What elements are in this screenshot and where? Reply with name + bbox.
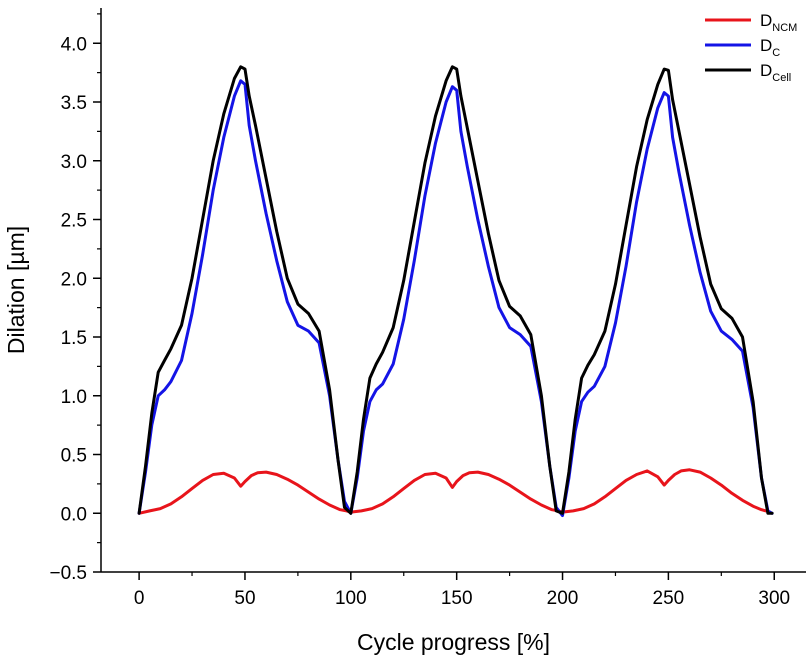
x-tick-label: 150 bbox=[441, 588, 473, 609]
y-tick-label: 3.5 bbox=[61, 93, 87, 114]
y-tick-label: −0.5 bbox=[49, 563, 87, 584]
x-axis-title: Cycle progress [%] bbox=[357, 629, 550, 655]
y-tick-label: 0.0 bbox=[61, 504, 87, 525]
legend-label-ncm: DNCM bbox=[760, 11, 797, 34]
x-tick-label: 100 bbox=[335, 588, 367, 609]
y-axis-title: Dilation [µm] bbox=[3, 226, 29, 354]
y-tick-label: 0.5 bbox=[61, 446, 87, 467]
axes: 0 50 100 150 200 250 300 −0.5 0.0 0.5 1.0 1.5 2.0 2.5… bbox=[49, 8, 806, 609]
x-tick-label: 0 bbox=[134, 588, 145, 609]
y-tick-label: 1.5 bbox=[61, 328, 87, 349]
series-line-cell bbox=[137, 65, 774, 515]
series-lines bbox=[137, 65, 774, 518]
x-tick-label: 300 bbox=[758, 588, 790, 609]
x-tick-label: 50 bbox=[234, 588, 255, 609]
series-line-ncm bbox=[137, 468, 768, 515]
y-tick-label: 3.0 bbox=[61, 152, 87, 173]
y-tick-label: 4.0 bbox=[61, 34, 87, 55]
legend-label-c: DC bbox=[760, 36, 780, 59]
y-tick-label: 1.0 bbox=[61, 387, 87, 408]
legend-label-cell: DCell bbox=[760, 61, 791, 84]
x-tick-label: 200 bbox=[547, 588, 579, 609]
y-tick-label: 2.5 bbox=[61, 211, 87, 232]
series-line-c bbox=[137, 79, 774, 518]
x-tick-label: 250 bbox=[653, 588, 685, 609]
y-tick-label: 2.0 bbox=[61, 269, 87, 290]
